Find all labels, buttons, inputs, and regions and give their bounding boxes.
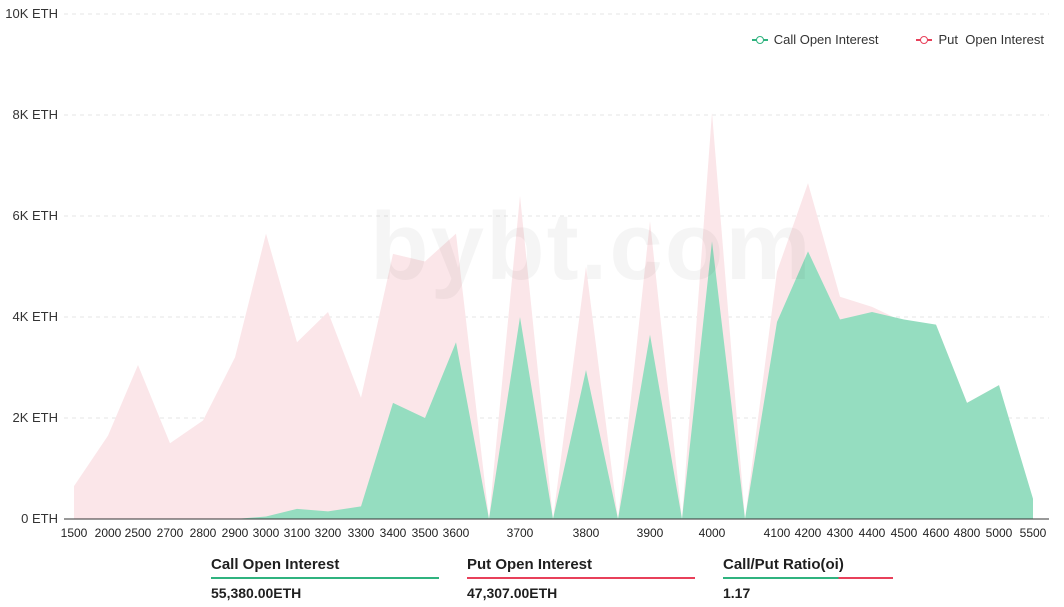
- x-tick-label: 4600: [923, 526, 950, 540]
- call-legend-marker-icon: [752, 35, 768, 45]
- x-tick-label: 3900: [637, 526, 664, 540]
- y-tick-label: 4K ETH: [12, 309, 58, 324]
- x-tick-label: 1500: [61, 526, 88, 540]
- y-tick-label: 0 ETH: [21, 511, 58, 526]
- x-tick-label: 4400: [859, 526, 886, 540]
- y-tick-label: 2K ETH: [12, 410, 58, 425]
- chart-legend: Call Open Interest Put Open Interest: [752, 32, 1044, 47]
- x-tick-label: 4200: [795, 526, 822, 540]
- x-tick-label: 3600: [443, 526, 470, 540]
- call-oi-stat: Call Open Interest 55,380.00ETH: [211, 556, 439, 601]
- y-tick-label: 6K ETH: [12, 208, 58, 223]
- ratio-value: 1.17: [723, 585, 893, 601]
- x-tick-label: 3200: [315, 526, 342, 540]
- legend-put-label: Put Open Interest: [938, 32, 1044, 47]
- call-oi-value: 55,380.00ETH: [211, 585, 439, 601]
- call-oi-underline: [211, 577, 439, 579]
- x-tick-label: 3500: [412, 526, 439, 540]
- call-oi-label: Call Open Interest: [211, 556, 439, 577]
- x-tick-label: 4800: [954, 526, 981, 540]
- put-oi-label: Put Open Interest: [467, 556, 695, 577]
- y-tick-label: 8K ETH: [12, 107, 58, 122]
- ratio-stat: Call/Put Ratio(oi) 1.17: [723, 556, 893, 601]
- x-tick-label: 2900: [222, 526, 249, 540]
- summary-stats: Call Open Interest 55,380.00ETH Put Open…: [211, 556, 893, 601]
- legend-item-put[interactable]: Put Open Interest: [916, 32, 1044, 47]
- x-tick-label: 4500: [891, 526, 918, 540]
- legend-call-label: Call Open Interest: [774, 32, 879, 47]
- x-tick-label: 2700: [157, 526, 184, 540]
- legend-item-call[interactable]: Call Open Interest: [752, 32, 879, 47]
- x-tick-label: 4100: [764, 526, 791, 540]
- put-legend-marker-icon: [916, 35, 932, 45]
- x-tick-label: 5500: [1020, 526, 1047, 540]
- ratio-underline: [723, 577, 893, 579]
- x-tick-label: 2800: [190, 526, 217, 540]
- x-tick-label: 3700: [507, 526, 534, 540]
- put-oi-stat: Put Open Interest 47,307.00ETH: [467, 556, 695, 601]
- y-tick-label: 10K ETH: [5, 6, 58, 21]
- x-tick-label: 3400: [380, 526, 407, 540]
- x-tick-label: 2500: [125, 526, 152, 540]
- x-tick-label: 4300: [827, 526, 854, 540]
- x-tick-label: 4000: [699, 526, 726, 540]
- x-tick-label: 5000: [986, 526, 1013, 540]
- put-oi-value: 47,307.00ETH: [467, 585, 695, 601]
- ratio-label: Call/Put Ratio(oi): [723, 556, 893, 577]
- x-tick-label: 3800: [573, 526, 600, 540]
- put-oi-underline: [467, 577, 695, 579]
- x-tick-label: 3300: [348, 526, 375, 540]
- x-tick-label: 2000: [95, 526, 122, 540]
- x-tick-label: 3000: [253, 526, 280, 540]
- x-tick-label: 3100: [284, 526, 311, 540]
